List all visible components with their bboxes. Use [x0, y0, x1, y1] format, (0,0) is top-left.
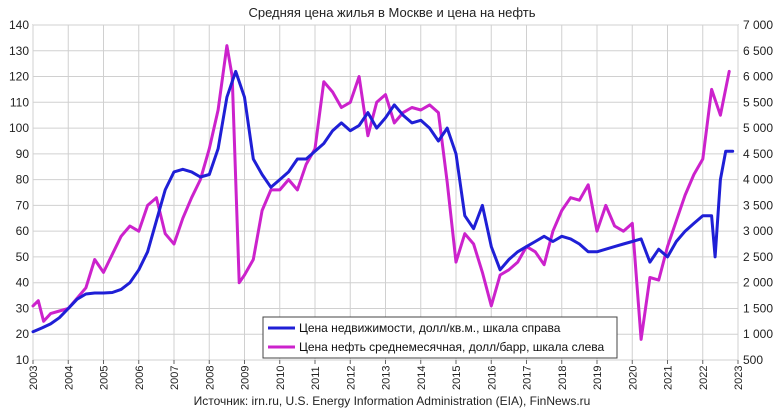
x-tick-label: 2005: [99, 366, 111, 390]
right-tick-label: 5 500: [743, 95, 773, 109]
left-tick-label: 120: [9, 70, 29, 84]
left-tick-label: 100: [9, 121, 29, 135]
left-tick-label: 20: [16, 327, 30, 341]
right-tick-label: 4 000: [743, 173, 773, 187]
right-tick-label: 3 000: [743, 224, 773, 238]
right-tick-label: 500: [743, 353, 763, 367]
x-tick-label: 2020: [627, 366, 639, 390]
x-tick-label: 2015: [451, 366, 463, 390]
right-axis: 500 1 000 1 500 2 000 2 500 3 000 3 500 4 000 4 …: [743, 18, 773, 367]
chart-title: Средняя цена жилья в Москве и цена на не…: [248, 5, 535, 20]
left-tick-label: 130: [9, 44, 29, 58]
legend: Цена недвижимости, долл/кв.м., шкала спр…: [262, 316, 618, 359]
x-tick-label: 2018: [557, 366, 569, 390]
x-tick-label: 2008: [204, 366, 216, 390]
x-tick-label: 2012: [345, 366, 357, 390]
series-line-realty: [31, 69, 735, 334]
right-tick-label: 6 500: [743, 44, 773, 58]
left-tick-label: 110: [10, 95, 29, 109]
right-tick-label: 1 500: [743, 301, 773, 315]
source-note: Источник: irn.ru, U.S. Energy Informatio…: [194, 394, 591, 408]
x-tick-label: 2017: [522, 366, 534, 390]
x-tick-label: 2016: [486, 366, 498, 390]
right-tick-label: 3 500: [743, 198, 773, 212]
right-tick-label: 5 000: [743, 121, 773, 135]
x-tick-label: 2003: [28, 366, 40, 390]
x-tick-label: 2011: [310, 366, 322, 390]
gridlines: [32, 24, 739, 361]
x-tick-label: 2007: [169, 366, 181, 390]
x-tick-label: 2010: [275, 366, 287, 390]
right-tick-label: 2 000: [743, 276, 773, 290]
left-tick-label: 10: [16, 353, 30, 367]
x-tick-label: 2004: [63, 366, 75, 390]
x-tick-label: 2014: [416, 366, 428, 390]
right-tick-label: 6 000: [743, 70, 773, 84]
x-tick-label: 2023: [733, 366, 745, 390]
left-tick-label: 40: [16, 276, 30, 290]
x-tick-label: 2019: [592, 366, 604, 390]
right-tick-label: 2 500: [743, 250, 773, 264]
x-tick-label: 2022: [698, 366, 710, 390]
legend-label-oil: Цена нефть среднемесячная, долл/барр, шк…: [299, 340, 604, 354]
right-tick-label: 7 000: [743, 18, 773, 32]
left-tick-label: 70: [16, 198, 30, 212]
x-tick-label: 2009: [240, 366, 252, 390]
series-layer: [31, 44, 735, 341]
x-axis: 2003 2004 2005 2006 2007 2008 2009 2010 2011 2012…: [28, 360, 745, 390]
right-tick-label: 1 000: [743, 327, 773, 341]
right-tick-label: 4 500: [743, 147, 773, 161]
left-axis: 10 20 30 40 50 60 70 80 90 100 110 120 130 140: [9, 18, 29, 367]
left-tick-label: 60: [16, 224, 30, 238]
legend-box: [262, 316, 618, 359]
left-tick-label: 140: [9, 18, 29, 32]
left-tick-label: 90: [16, 147, 30, 161]
left-tick-label: 30: [16, 301, 30, 315]
x-tick-label: 2013: [381, 366, 393, 390]
x-tick-label: 2021: [663, 366, 675, 390]
x-tick-label: 2006: [134, 366, 146, 390]
left-tick-label: 80: [16, 173, 30, 187]
legend-label-realty: Цена недвижимости, долл/кв.м., шкала спр…: [299, 321, 561, 335]
left-tick-label: 50: [16, 250, 30, 264]
